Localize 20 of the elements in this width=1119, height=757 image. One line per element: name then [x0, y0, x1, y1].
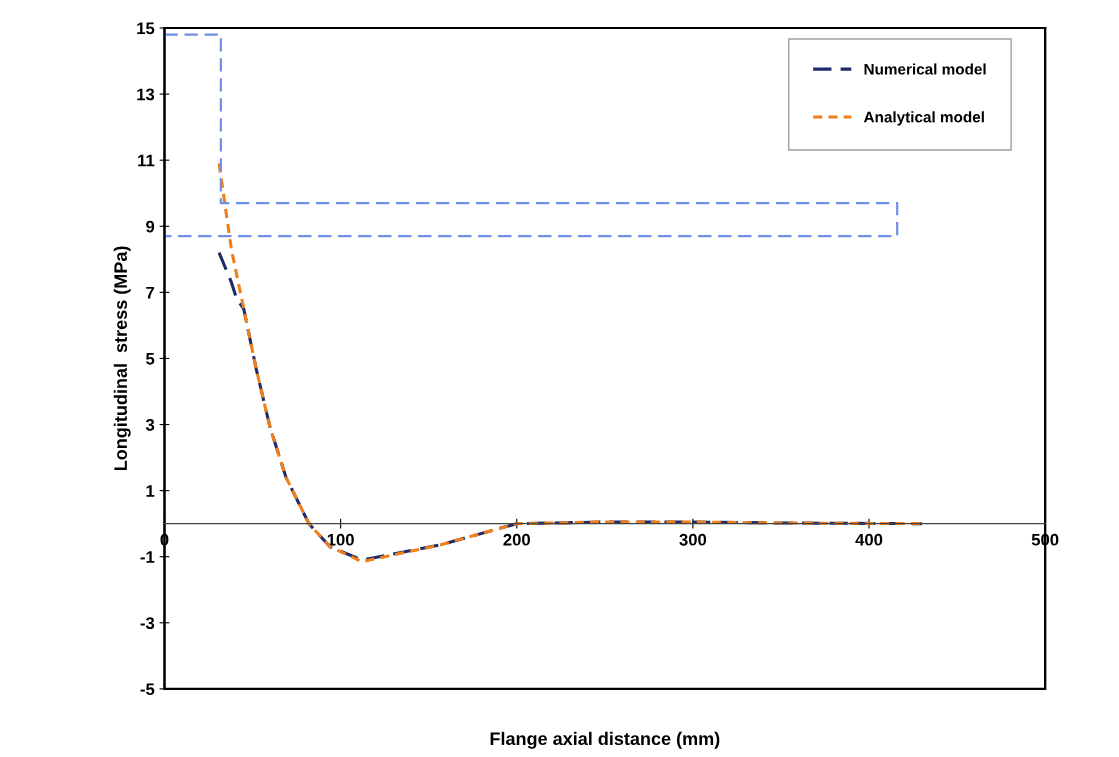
- legend-label: Analytical model: [863, 111, 984, 126]
- y-tick-label: -3: [140, 617, 155, 630]
- y-tick-label: 1: [146, 485, 155, 497]
- x-tick-label: 300: [679, 533, 707, 546]
- y-tick-label: -5: [140, 683, 155, 696]
- x-tick-label: 100: [327, 533, 354, 546]
- line-series: [217, 251, 924, 562]
- y-tick-label: 3: [145, 418, 155, 431]
- x-tick-label: 400: [855, 533, 883, 546]
- y-tick-label: -1: [140, 551, 155, 563]
- y-tick-label: 13: [137, 88, 155, 101]
- y-tick-label: 5: [146, 353, 155, 365]
- y-tick-label: 15: [137, 22, 155, 35]
- y-tick-label: 9: [146, 220, 155, 233]
- legend-label: Numerical model: [864, 63, 986, 75]
- x-axis-title: Flange axial distance (mm): [490, 731, 720, 749]
- x-tick-label: 200: [503, 533, 530, 546]
- y-tick-label: 7: [146, 286, 155, 299]
- y-tick-label: 11: [138, 154, 155, 167]
- y-axis-title: Longitudinal stress (MPa): [113, 246, 131, 471]
